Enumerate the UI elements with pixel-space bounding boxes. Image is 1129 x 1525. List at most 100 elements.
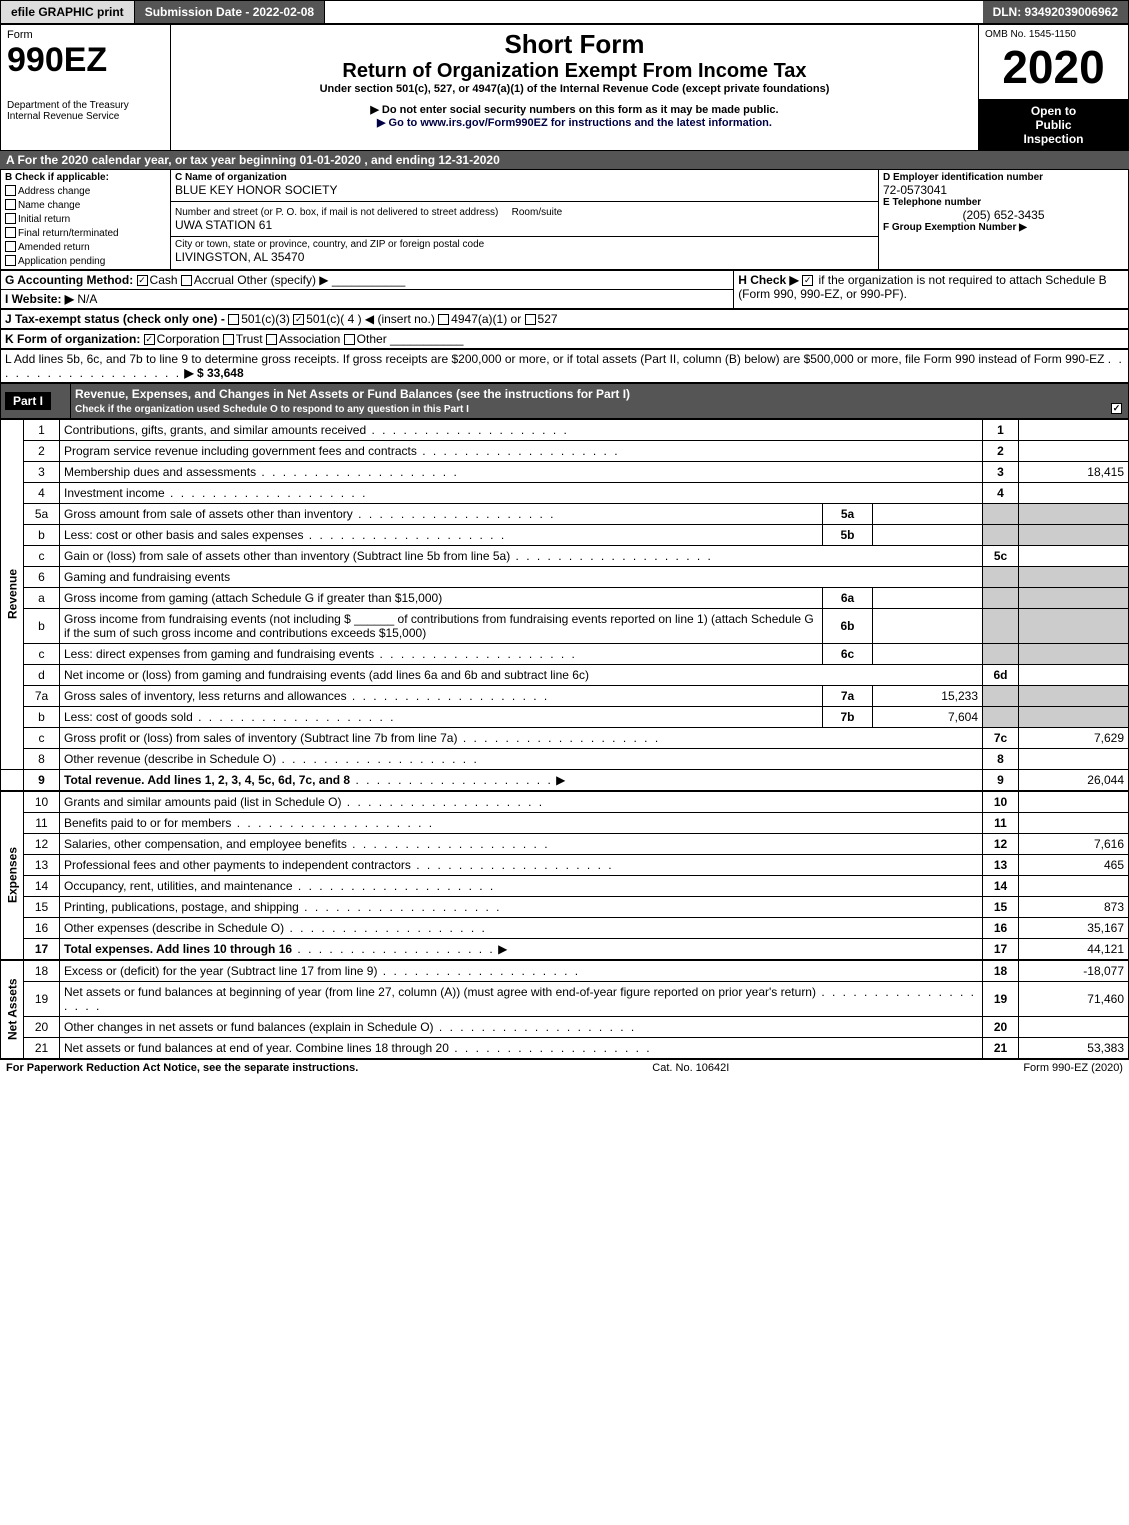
shade-6a-amt <box>1019 587 1129 608</box>
n5b: b <box>24 524 60 545</box>
cb-final-return[interactable] <box>5 227 16 238</box>
line-l-text: L Add lines 5b, 6c, and 7b to line 9 to … <box>5 352 1104 366</box>
t6c: Less: direct expenses from gaming and fu… <box>64 647 374 661</box>
shade-6b-amt <box>1019 608 1129 643</box>
box-d-label: D Employer identification number <box>883 172 1124 183</box>
a14 <box>1019 875 1129 896</box>
cb-amended-return[interactable] <box>5 241 16 252</box>
sb6a: 6a <box>823 587 873 608</box>
b21: 21 <box>983 1037 1019 1058</box>
cb-association[interactable] <box>266 334 277 345</box>
cb-other-org[interactable] <box>344 334 355 345</box>
cb-501c3[interactable] <box>228 314 239 325</box>
n2: 2 <box>24 440 60 461</box>
b7c: 7c <box>983 727 1019 748</box>
cb-initial-return[interactable] <box>5 213 16 224</box>
a5c <box>1019 545 1129 566</box>
open-to: Open to <box>985 104 1122 118</box>
t1: Contributions, gifts, grants, and simila… <box>64 423 366 437</box>
a9: 26,044 <box>1019 769 1129 790</box>
b5c: 5c <box>983 545 1019 566</box>
b4: 4 <box>983 482 1019 503</box>
line-l-amount: ▶ $ 33,648 <box>184 366 243 380</box>
t7b: Less: cost of goods sold <box>64 710 193 724</box>
t13: Professional fees and other payments to … <box>64 858 411 872</box>
g-h-block: G Accounting Method: Cash Accrual Other … <box>0 270 1129 309</box>
n21: 21 <box>24 1037 60 1058</box>
b11: 11 <box>983 812 1019 833</box>
k-corp: Corporation <box>157 332 220 346</box>
ein: 72-0573041 <box>883 183 1124 197</box>
b13: 13 <box>983 854 1019 875</box>
topbar-spacer <box>325 1 982 23</box>
netassets-section: Net Assets 18 Excess or (deficit) for th… <box>0 960 1129 1059</box>
cb-schedule-b[interactable] <box>802 275 813 286</box>
a8 <box>1019 748 1129 769</box>
b2: 2 <box>983 440 1019 461</box>
amended-return: Amended return <box>18 242 90 253</box>
application-pending: Application pending <box>18 256 105 267</box>
efile-print-button[interactable]: efile GRAPHIC print <box>1 1 135 23</box>
shade-6c-amt <box>1019 643 1129 664</box>
t12: Salaries, other compensation, and employ… <box>64 837 347 851</box>
t4: Investment income <box>64 486 165 500</box>
public: Public <box>985 118 1122 132</box>
n3: 3 <box>24 461 60 482</box>
form-number: 990EZ <box>7 41 164 80</box>
a18: -18,077 <box>1019 960 1129 981</box>
cb-application-pending[interactable] <box>5 255 16 266</box>
irs-link[interactable]: ▶ Go to www.irs.gov/Form990EZ for instru… <box>377 117 772 129</box>
line-k-block: K Form of organization: Corporation Trus… <box>0 329 1129 349</box>
cb-accrual[interactable] <box>181 275 192 286</box>
cb-corporation[interactable] <box>144 334 155 345</box>
j-501c: 501(c)( 4 ) ◀ (insert no.) <box>306 312 435 326</box>
cb-4947[interactable] <box>438 314 449 325</box>
shade-6c <box>983 643 1019 664</box>
cb-schedule-o[interactable] <box>1111 403 1122 414</box>
line-g-label: G Accounting Method: <box>5 273 133 287</box>
cb-501c[interactable] <box>293 314 304 325</box>
t11: Benefits paid to or for members <box>64 816 231 830</box>
cb-name-change[interactable] <box>5 199 16 210</box>
sb7b: 7b <box>823 706 873 727</box>
t9: Total revenue. Add lines 1, 2, 3, 4, 5c,… <box>64 773 350 787</box>
cb-address-change[interactable] <box>5 185 16 196</box>
b18: 18 <box>983 960 1019 981</box>
line-k-label: K Form of organization: <box>5 332 140 346</box>
k-other: Other <box>357 332 387 346</box>
shade-5a <box>983 503 1019 524</box>
sb7a: 7a <box>823 685 873 706</box>
main-title: Return of Organization Exempt From Incom… <box>177 60 972 83</box>
under-section: Under section 501(c), 527, or 4947(a)(1)… <box>177 83 972 95</box>
box-b-label: B Check if applicable: <box>5 172 166 183</box>
shade-5a-amt <box>1019 503 1129 524</box>
k-trust: Trust <box>236 332 263 346</box>
t6: Gaming and fundraising events <box>60 566 983 587</box>
shade-6-amt <box>1019 566 1129 587</box>
expenses-section: Expenses 10 Grants and similar amounts p… <box>0 791 1129 960</box>
goto-link[interactable]: ▶ Go to www.irs.gov/Form990EZ for instru… <box>177 116 972 129</box>
a12: 7,616 <box>1019 833 1129 854</box>
shade-6 <box>983 566 1019 587</box>
t19: Net assets or fund balances at beginning… <box>64 985 816 999</box>
open-inspection: Open to Public Inspection <box>979 99 1129 150</box>
cb-cash[interactable] <box>137 275 148 286</box>
n7b: b <box>24 706 60 727</box>
line-i-label: I Website: ▶ <box>5 292 74 306</box>
a4 <box>1019 482 1129 503</box>
t8: Other revenue (describe in Schedule O) <box>64 752 276 766</box>
org-name: BLUE KEY HONOR SOCIETY <box>175 183 874 197</box>
addr-label: Number and street (or P. O. box, if mail… <box>175 207 498 218</box>
box-c-label: C Name of organization <box>175 172 874 183</box>
cb-527[interactable] <box>525 314 536 325</box>
shade-7a <box>983 685 1019 706</box>
b17: 17 <box>983 938 1019 959</box>
cb-trust[interactable] <box>223 334 234 345</box>
b6d: 6d <box>983 664 1019 685</box>
sv5a <box>873 503 983 524</box>
n18: 18 <box>24 960 60 981</box>
dept-treasury: Department of the Treasury <box>7 100 164 111</box>
tax-year: 2020 <box>985 40 1122 94</box>
t16: Other expenses (describe in Schedule O) <box>64 921 284 935</box>
n5c: c <box>24 545 60 566</box>
